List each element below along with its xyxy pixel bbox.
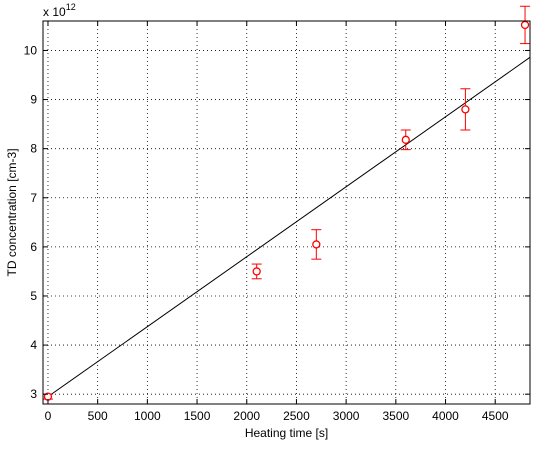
axis-ticks: 0 500 1000 1500 2000 2500 3000 3500 4000 4500 3 4 5 6…: [24, 21, 530, 423]
data-point: [400, 129, 411, 151]
data-point: [311, 229, 322, 260]
fit-line: [47, 56, 531, 398]
x-tick-label: 3500: [382, 409, 409, 423]
y-exponent-power: 12: [66, 2, 76, 12]
y-tick-label: 10: [24, 43, 38, 57]
x-tick-label: 1000: [134, 409, 161, 423]
y-tick-label: 7: [30, 191, 37, 205]
grid-lines: [43, 21, 530, 404]
data-point: [520, 5, 531, 45]
data-points-group: [42, 5, 531, 401]
y-tick-label: 9: [30, 93, 37, 107]
y-tick-label: 3: [30, 387, 37, 401]
x-tick-label: 1500: [184, 409, 211, 423]
axes-box: [42, 20, 531, 405]
y-axis-label: TD concentration [cm-3]: [5, 148, 19, 276]
data-point: [251, 263, 262, 280]
y-tick-label: 6: [30, 240, 37, 254]
y-tick-label: 5: [30, 289, 37, 303]
x-tick-label: 3000: [333, 409, 360, 423]
x-tick-label: 500: [88, 409, 108, 423]
point-marker: [461, 105, 470, 114]
x-tick-label: 2000: [233, 409, 260, 423]
fit-line-group: [47, 56, 531, 398]
point-marker: [312, 240, 321, 249]
y-axis-exponent: x 1012: [43, 2, 76, 19]
data-point: [460, 88, 471, 131]
x-axis-label: Heating time [s]: [245, 426, 328, 440]
point-marker: [520, 20, 530, 30]
point-marker: [252, 267, 261, 276]
x-tick-label: 2500: [283, 409, 310, 423]
y-exponent-base: x 10: [43, 5, 66, 19]
y-tick-label: 4: [30, 338, 37, 352]
x-tick-label: 4000: [432, 409, 459, 423]
y-tick-label: 8: [30, 142, 37, 156]
x-tick-label: 0: [45, 409, 52, 423]
x-tick-label: 4500: [482, 409, 509, 423]
point-marker: [401, 135, 410, 144]
